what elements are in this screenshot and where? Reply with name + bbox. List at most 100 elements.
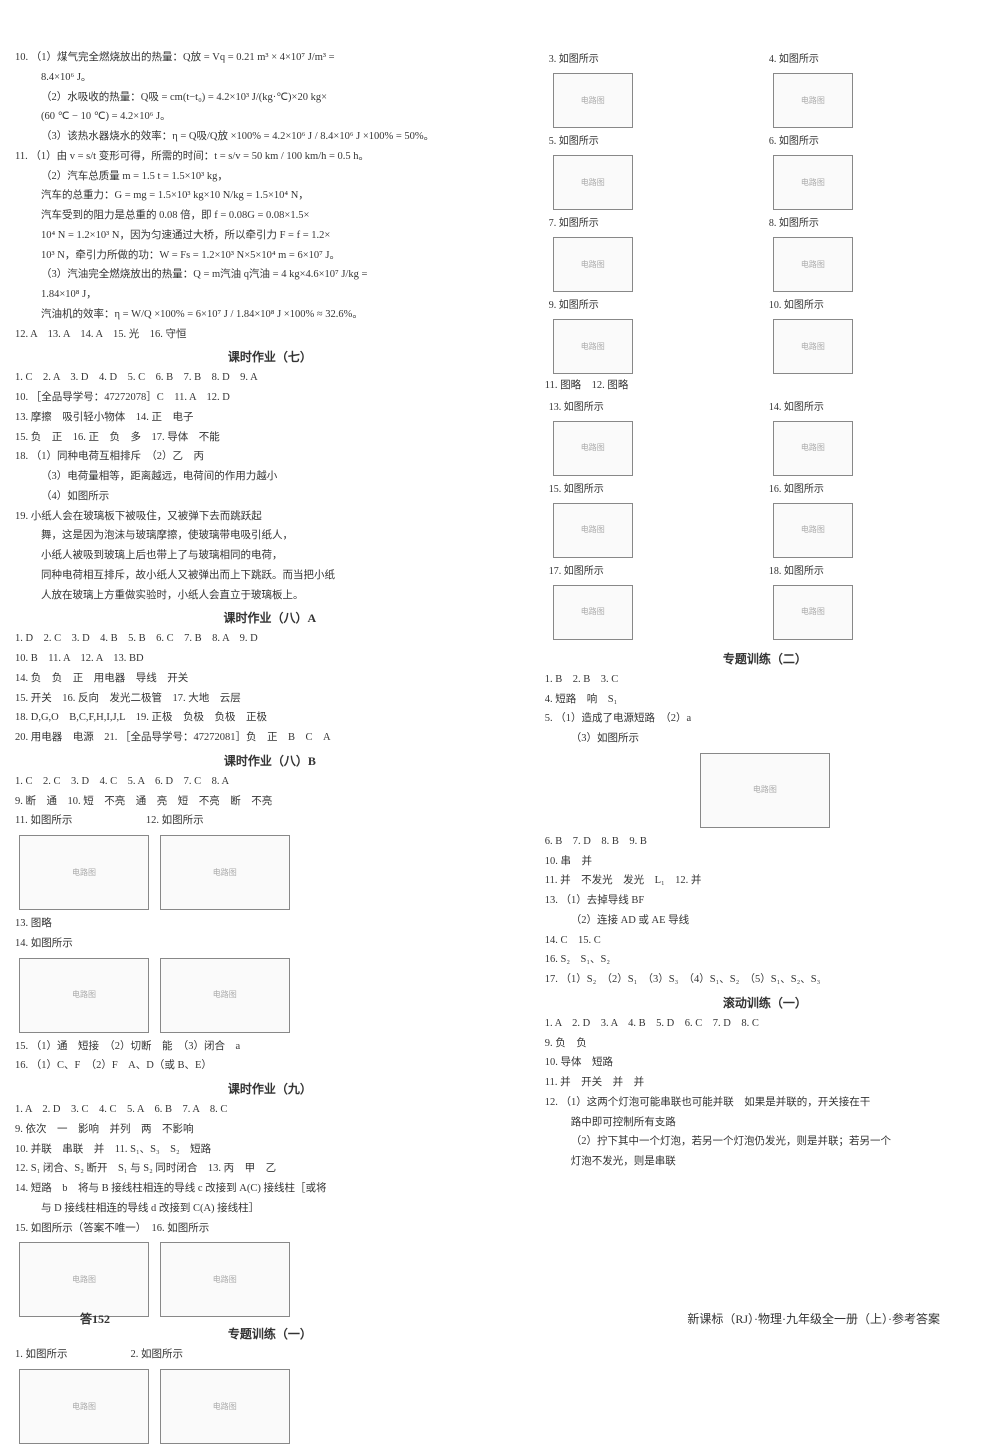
circuit-diagram <box>553 319 633 374</box>
tr2-l12: 17. （1）S₂ （2）S₁ （3）S₃ （4）S₁、S₂ （5）S₁、S₂、… <box>545 972 985 988</box>
roll1-l4: 11. 并 开关 并 并 <box>545 1075 985 1091</box>
tr2-l8: 13. （1）去掉导线 BF <box>545 893 985 909</box>
r11-12: 11. 图略 12. 图略 <box>545 378 985 394</box>
hw8b-l1: 1. C 2. C 3. D 4. C 5. A 6. D 7. C 8. A <box>15 774 525 790</box>
roll1-l3: 10. 导体 短路 <box>545 1055 985 1071</box>
q12-16: 12. A 13. A 14. A 15. 光 16. 守恒 <box>15 327 525 343</box>
q10-2: 8.4×10⁶ J。 <box>41 70 525 86</box>
tr2-l7: 11. 并 不发光 发光 L₁ 12. 并 <box>545 873 985 889</box>
book-info: 新课标（RJ）·物理·九年级全一册（上）·参考答案 <box>687 1310 940 1328</box>
hw7-l3: 13. 摩擦 吸引轻小物体 14. 正 电子 <box>15 410 525 426</box>
hw9-l2: 9. 依次 一 影响 并列 两 不影响 <box>15 1122 525 1138</box>
tr2-diagram-5 <box>545 751 985 830</box>
tr2-l1: 1. B 2. B 3. C <box>545 672 985 688</box>
r15-label: 15. 如图所示 <box>549 482 761 497</box>
circuit-diagram <box>773 237 853 292</box>
hw9-l4: 12. S₁ 闭合、S₂ 断开 S₁ 与 S₂ 同时闭合 13. 丙 甲 乙 <box>15 1161 525 1177</box>
r6-label: 6. 如图所示 <box>769 134 981 149</box>
hw8b-l5: 14. 如图所示 <box>15 936 525 952</box>
roll1-title: 滚动训练（一） <box>545 994 985 1012</box>
q11-2: （2）汽车总质量 m = 1.5 t = 1.5×10³ kg， <box>41 169 525 185</box>
roll1-l8: 灯泡不发光，则是串联 <box>571 1154 985 1170</box>
hw7-l6: （3）电荷量相等，距离越远，电荷间的作用力越小 <box>41 469 525 485</box>
q10-5: （3）该热水器烧水的效率：η = Q吸/Q放 ×100% = 4.2×10⁶ J… <box>41 129 525 145</box>
roll1-l1: 1. A 2. D 3. A 4. B 5. D 6. C 7. D 8. C <box>545 1016 985 1032</box>
hw8b-l2: 9. 断 通 10. 短 不亮 通 亮 短 不亮 断 不亮 <box>15 794 525 810</box>
hw8b-l3: 11. 如图所示 12. 如图所示 <box>15 813 525 829</box>
r16-label: 16. 如图所示 <box>769 482 981 497</box>
q11-4: 汽车受到的阻力是总重的 0.08 倍，即 f = 0.08G = 0.08×1.… <box>41 208 525 224</box>
hw8b-diagrams-14 <box>15 956 525 1035</box>
tr2-l4: （3）如图所示 <box>571 731 985 747</box>
hw8b-diagrams-11-12 <box>15 833 525 912</box>
r18-label: 18. 如图所示 <box>769 564 981 579</box>
hw8a-title: 课时作业（八）A <box>15 609 525 627</box>
tr2-l5: 6. B 7. D 8. B 9. B <box>545 834 985 850</box>
tr2-l2: 4. 短路 响 S₁ <box>545 692 985 708</box>
right-column: 3. 如图所示 4. 如图所示 5. 如图所示 6. 如图所示 7. 如图所示 … <box>545 50 985 1450</box>
hw8b-l6: 15. （1）通 短接 （2）切断 能 （3）闭合 a <box>15 1039 525 1055</box>
page-number: 答152 <box>80 1310 110 1328</box>
tr2-l6: 10. 串 并 <box>545 854 985 870</box>
hw8b-title: 课时作业（八）B <box>15 752 525 770</box>
q11-8: 1.84×10⁸ J， <box>41 287 525 303</box>
hw7-l2: 10. ［全品导学号：47272078］C 11. A 12. D <box>15 390 525 406</box>
q10-4: (60 ℃ − 10 ℃) = 4.2×10⁶ J。 <box>41 109 525 125</box>
circuit-diagram <box>19 1242 149 1317</box>
r17-label: 17. 如图所示 <box>549 564 761 579</box>
r9-label: 9. 如图所示 <box>549 298 761 313</box>
hw7-l12: 人放在玻璃上方重做实验时，小纸人会直立于玻璃板上。 <box>41 588 525 604</box>
circuit-diagram <box>553 155 633 210</box>
hw9-l5: 14. 短路 b 将与 B 接线柱相连的导线 c 改接到 A(C) 接线柱［或将 <box>15 1181 525 1197</box>
circuit-diagram <box>773 319 853 374</box>
circuit-diagram <box>553 73 633 128</box>
circuit-diagram <box>160 958 290 1033</box>
r7-label: 7. 如图所示 <box>549 216 761 231</box>
tr2-l9: （2）连接 AD 或 AE 导线 <box>571 913 985 929</box>
hw7-l5: 18. （1）同种电荷互相排斥 （2）乙 丙 <box>15 449 525 465</box>
hw9-l1: 1. A 2. D 3. C 4. C 5. A 6. B 7. A 8. C <box>15 1102 525 1118</box>
hw8a-l4: 15. 开关 16. 反向 发光二极管 17. 大地 云层 <box>15 691 525 707</box>
left-column: 10. （1）煤气完全燃烧放出的热量：Q放 = Vq = 0.21 m³ × 4… <box>15 50 525 1450</box>
circuit-diagram <box>553 503 633 558</box>
hw8b-l4: 13. 图略 <box>15 916 525 932</box>
circuit-diagram <box>553 585 633 640</box>
r8-label: 8. 如图所示 <box>769 216 981 231</box>
circuit-diagram <box>19 835 149 910</box>
roll1-l5: 12. （1）这两个灯泡可能串联也可能并联 如果是并联的，开关接在干 <box>545 1095 985 1111</box>
hw9-diagrams-15-16 <box>15 1240 525 1319</box>
hw7-l10: 小纸人被吸到玻璃上后也带上了与玻璃相同的电荷， <box>41 548 525 564</box>
roll1-l7: （2）拧下其中一个灯泡，若另一个灯泡仍发光，则是并联；若另一个 <box>571 1134 985 1150</box>
hw7-l1: 1. C 2. A 3. D 4. D 5. C 6. B 7. B 8. D … <box>15 370 525 386</box>
q11-3: 汽车的总重力：G = mg = 1.5×10³ kg×10 N/kg = 1.5… <box>41 188 525 204</box>
q11-9: 汽油机的效率：η = W/Q ×100% = 6×10⁷ J / 1.84×10… <box>41 307 525 323</box>
hw7-title: 课时作业（七） <box>15 348 525 366</box>
q10-3: （2）水吸收的热量：Q吸 = cm(t−t₀) = 4.2×10³ J/(kg·… <box>41 90 525 106</box>
hw9-l7: 15. 如图所示（答案不唯一） 16. 如图所示 <box>15 1221 525 1237</box>
tr2-l10: 14. C 15. C <box>545 933 985 949</box>
hw9-l6: 与 D 接线柱相连的导线 d 改接到 C(A) 接线柱］ <box>41 1201 525 1217</box>
tr1-l1: 1. 如图所示 2. 如图所示 <box>15 1347 525 1363</box>
hw9-title: 课时作业（九） <box>15 1080 525 1098</box>
r10-label: 10. 如图所示 <box>769 298 981 313</box>
circuit-diagram <box>553 421 633 476</box>
q11-7: （3）汽油完全燃烧放出的热量：Q = m汽油 q汽油 = 4 kg×4.6×10… <box>41 267 525 283</box>
roll1-l2: 9. 负 负 <box>545 1036 985 1052</box>
hw8a-l1: 1. D 2. C 3. D 4. B 5. B 6. C 7. B 8. A … <box>15 631 525 647</box>
footer: 答152 新课标（RJ）·物理·九年级全一册（上）·参考答案 <box>80 1310 940 1328</box>
tr1-diagrams <box>15 1367 525 1446</box>
hw8b-l7: 16. （1）C、F （2）F A、D（或 B、E） <box>15 1058 525 1074</box>
hw7-l4: 15. 负 正 16. 正 负 多 17. 导体 不能 <box>15 430 525 446</box>
circuit-diagram <box>160 835 290 910</box>
r5-label: 5. 如图所示 <box>549 134 761 149</box>
r3-label: 3. 如图所示 <box>549 52 761 67</box>
r13-label: 13. 如图所示 <box>549 400 761 415</box>
hw8a-l6: 20. 用电器 电源 21. ［全品导学号：47272081］负 正 B C A <box>15 730 525 746</box>
circuit-diagram <box>773 585 853 640</box>
hw7-l7: （4）如图所示 <box>41 489 525 505</box>
r4-label: 4. 如图所示 <box>769 52 981 67</box>
q11-5: 10⁴ N = 1.2×10³ N，因为匀速通过大桥，所以牵引力 F = f =… <box>41 228 525 244</box>
hw7-l9: 舞，这是因为泡沫与玻璃摩擦，使玻璃带电吸引纸人， <box>41 528 525 544</box>
circuit-diagram <box>773 503 853 558</box>
circuit-diagram <box>19 958 149 1033</box>
